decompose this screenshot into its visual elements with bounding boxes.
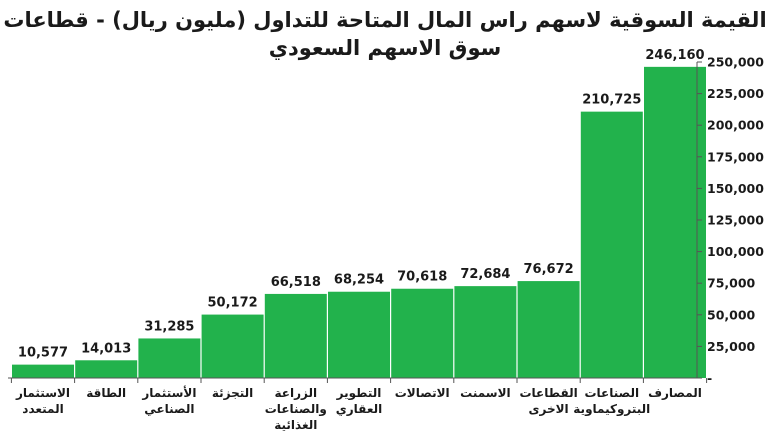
x-category-label: الاستثمار [15, 386, 70, 400]
bar-value-label: 72,684 [460, 267, 510, 282]
y-tick-label: 175,000 [707, 149, 764, 164]
x-category-label: المصارف [648, 386, 702, 400]
bar-value-label: 76,672 [524, 262, 574, 277]
x-category-label: الصناعات [584, 386, 639, 400]
bar-value-label: 66,518 [271, 275, 321, 290]
bar [391, 288, 454, 378]
bar [201, 314, 264, 378]
x-category-label: الاتصالات [395, 386, 450, 400]
y-tick-label: 250,000 [707, 55, 764, 70]
x-category-label: العقاري [336, 402, 382, 416]
x-category-label: الصناعي [144, 402, 194, 416]
x-category-label: التجزئة [212, 386, 253, 400]
bar [328, 291, 390, 378]
bar-value-label: 246,160 [645, 48, 704, 63]
y-tick-label: 200,000 [707, 118, 764, 133]
bar-value-label: 50,172 [208, 296, 258, 311]
x-category-label: الاسمنت [460, 386, 511, 400]
x-category-label: التطوير [336, 386, 382, 401]
x-category-label: الاخرى [529, 402, 569, 416]
bar [138, 338, 201, 378]
y-tick-label: - [707, 371, 712, 386]
bar-value-label: 14,013 [81, 341, 131, 356]
x-category-label: الأستثمار [141, 385, 196, 400]
y-tick-label: 125,000 [707, 213, 764, 228]
y-tick-label: 150,000 [707, 181, 764, 196]
bar [264, 293, 327, 378]
y-tick-label: 225,000 [707, 86, 764, 101]
bar [580, 111, 643, 378]
x-category-label: الزراعة [275, 386, 318, 400]
y-tick-label: 100,000 [707, 244, 764, 259]
x-category-label: المتعدد [22, 402, 63, 416]
x-category-label: الطاقة [86, 386, 126, 400]
bar [454, 286, 517, 378]
bar [644, 66, 706, 378]
y-tick-label: 75,000 [707, 276, 756, 291]
x-category-label: البتروكيماوية [573, 402, 650, 417]
bar-value-label: 70,618 [397, 270, 447, 285]
y-tick-label: 50,000 [707, 307, 756, 322]
bar-value-label: 68,254 [334, 273, 384, 288]
bar [517, 281, 580, 378]
bar [75, 360, 138, 378]
x-category-label: القطاعات [519, 386, 577, 400]
chart-title-line-2: سوق الاسهم السعودي [268, 36, 502, 60]
bar-value-label: 210,725 [582, 93, 641, 108]
bar-value-label: 10,577 [18, 346, 68, 361]
x-category-label: والصناعات [265, 402, 327, 417]
x-category-label: الغذائية [274, 418, 317, 432]
y-tick-label: 25,000 [707, 339, 756, 354]
chart-title-line-1: القيمة السوقية لاسهم راس المال المتاحة ل… [3, 8, 767, 32]
bar [12, 364, 74, 378]
bar-value-label: 31,285 [144, 319, 194, 334]
